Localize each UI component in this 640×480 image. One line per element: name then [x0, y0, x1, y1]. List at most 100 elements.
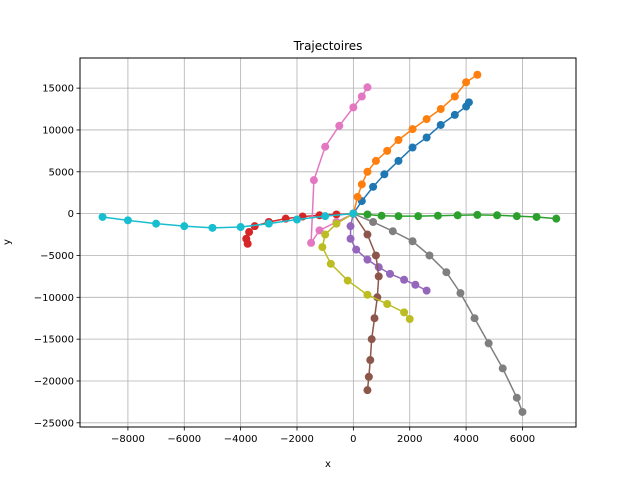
data-point [353, 192, 362, 201]
plot-frame [79, 57, 577, 428]
data-point [318, 243, 327, 252]
x-tick-label: −6000 [167, 434, 201, 445]
data-point [321, 142, 330, 151]
series-9 [318, 209, 414, 324]
data-point [473, 70, 482, 79]
data-point [346, 234, 355, 243]
data-point [512, 393, 521, 402]
data-point [408, 143, 417, 152]
series-10 [98, 209, 358, 232]
x-tick-label: 6000 [510, 434, 535, 445]
series-1 [349, 98, 473, 218]
x-tick-label: 4000 [453, 434, 478, 445]
data-point [552, 214, 561, 223]
data-point [245, 228, 254, 237]
data-point [518, 407, 527, 416]
data-point [442, 268, 451, 277]
y-tick-label: −5000 [40, 251, 74, 262]
data-point [388, 227, 397, 236]
x-tick-label: −8000 [111, 434, 145, 445]
series-line [349, 213, 427, 292]
data-point [321, 230, 330, 239]
data-point [364, 372, 373, 381]
y-tick-label: 10000 [42, 125, 74, 136]
data-point [422, 133, 431, 142]
data-point [374, 272, 383, 281]
data-point [422, 286, 431, 295]
data-point [180, 222, 189, 231]
chart-title: Trajectoires [293, 39, 363, 53]
y-tick-label: −15000 [34, 335, 74, 346]
data-point [98, 212, 107, 221]
y-axis-label: y [2, 239, 13, 245]
data-point [335, 121, 344, 130]
data-point [400, 308, 409, 317]
series-line [353, 212, 524, 413]
data-point [422, 115, 431, 124]
data-point [343, 276, 352, 285]
data-point [532, 212, 541, 221]
data-point [363, 83, 372, 92]
data-point [357, 180, 366, 189]
data-point [380, 170, 389, 179]
data-point [264, 219, 273, 228]
data-point [349, 209, 358, 218]
data-point [363, 290, 372, 299]
data-point [346, 222, 355, 231]
data-point [425, 251, 434, 260]
x-tick-label: −4000 [224, 434, 258, 445]
data-point [326, 259, 335, 268]
data-point [369, 218, 378, 226]
y-tick-label: −20000 [34, 376, 74, 387]
data-point [408, 125, 417, 134]
series-line [352, 213, 380, 391]
data-point [363, 167, 372, 176]
data-point [371, 251, 380, 260]
data-point [394, 136, 403, 144]
data-point [383, 300, 392, 308]
data-point [386, 269, 394, 278]
data-point [433, 211, 442, 220]
data-point [436, 105, 445, 114]
y-tick-label: −25000 [34, 418, 74, 429]
data-point [450, 110, 459, 119]
data-point [123, 216, 132, 225]
data-point [436, 120, 445, 129]
y-axis: −25000 −20000 −15000 −10000 −5000 0 5000 10000 1… [34, 84, 80, 429]
series-line [321, 212, 411, 320]
data-point [357, 92, 366, 101]
data-point [250, 222, 259, 231]
y-tick-label: 5000 [49, 167, 74, 178]
data-point [332, 219, 341, 228]
data-point [464, 98, 473, 107]
data-point [470, 314, 479, 323]
series-line [310, 86, 369, 246]
x-axis-label: x [325, 459, 331, 470]
data-point [369, 182, 378, 191]
data-point [315, 226, 324, 235]
data-point [293, 215, 301, 224]
data-point [236, 223, 245, 232]
data-point [453, 211, 462, 220]
x-tick-label: 2000 [397, 434, 422, 445]
data-point [456, 289, 465, 298]
data-point [352, 245, 361, 254]
series-3 [349, 209, 561, 223]
data-point [243, 239, 252, 248]
series-line [352, 74, 478, 214]
data-point [394, 212, 403, 221]
data-point [367, 335, 376, 344]
data-point [370, 314, 379, 323]
data-point [152, 219, 161, 228]
data-point [512, 212, 521, 221]
data-point [408, 237, 417, 246]
x-tick-label: −2000 [280, 434, 314, 445]
data-point [377, 211, 386, 220]
data-point [208, 223, 217, 232]
data-point [363, 210, 372, 219]
series-6 [349, 209, 383, 395]
data-point [462, 78, 471, 87]
data-point [493, 211, 502, 220]
data-point [405, 315, 414, 324]
